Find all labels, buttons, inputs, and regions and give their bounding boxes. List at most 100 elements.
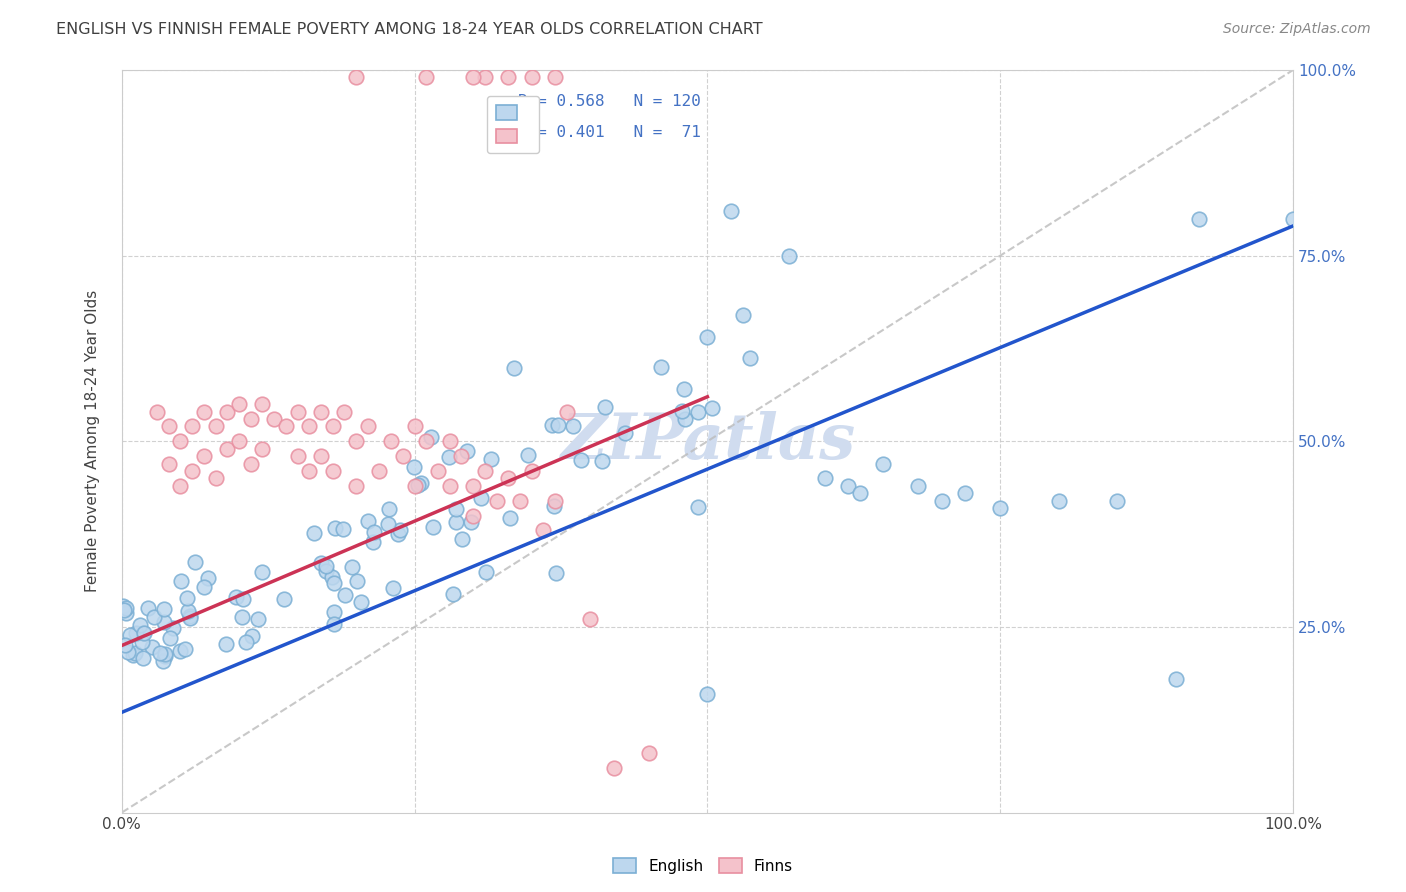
Point — [446, 515, 468, 529]
Point — [540, 417, 562, 432]
Point — [931, 493, 953, 508]
Point — [420, 429, 443, 443]
Point — [673, 412, 696, 426]
Point — [672, 382, 695, 396]
Point — [408, 478, 430, 492]
Point — [579, 613, 602, 627]
Point — [215, 637, 238, 651]
Point — [225, 591, 247, 605]
Point — [1282, 211, 1305, 226]
Point — [315, 558, 337, 573]
Point — [848, 486, 870, 500]
Point — [498, 70, 520, 85]
Text: Source: ZipAtlas.com: Source: ZipAtlas.com — [1223, 22, 1371, 37]
Point — [323, 605, 346, 619]
Point — [498, 471, 520, 485]
Point — [169, 644, 191, 658]
Point — [142, 610, 165, 624]
Point — [184, 555, 207, 569]
Point — [204, 471, 226, 485]
Point — [124, 646, 146, 660]
Point — [720, 204, 742, 219]
Point — [602, 761, 624, 775]
Point — [204, 419, 226, 434]
Point — [686, 405, 709, 419]
Point — [193, 449, 215, 463]
Point — [344, 434, 367, 449]
Point — [235, 634, 257, 648]
Point — [239, 412, 262, 426]
Point — [298, 464, 321, 478]
Point — [1164, 672, 1187, 686]
Point — [650, 359, 672, 374]
Point — [702, 401, 724, 415]
Text: ZIPatlas: ZIPatlas — [560, 410, 855, 472]
Point — [499, 510, 522, 524]
Point — [463, 479, 485, 493]
Point — [217, 442, 239, 456]
Point — [112, 599, 135, 614]
Point — [388, 523, 411, 537]
Text: ENGLISH VS FINNISH FEMALE POVERTY AMONG 18-24 YEAR OLDS CORRELATION CHART: ENGLISH VS FINNISH FEMALE POVERTY AMONG … — [56, 22, 763, 37]
Legend: , : , — [486, 96, 538, 153]
Point — [115, 600, 138, 615]
Point — [322, 464, 344, 478]
Point — [157, 457, 180, 471]
Point — [136, 600, 159, 615]
Point — [240, 629, 263, 643]
Point — [456, 444, 478, 458]
Point — [162, 622, 184, 636]
Point — [357, 514, 380, 528]
Point — [252, 442, 274, 456]
Point — [377, 516, 399, 531]
Point — [479, 452, 502, 467]
Point — [907, 479, 929, 493]
Point — [132, 651, 155, 665]
Point — [287, 449, 309, 463]
Point — [613, 425, 636, 440]
Point — [380, 434, 402, 449]
Point — [333, 404, 356, 418]
Point — [509, 493, 531, 508]
Point — [357, 419, 380, 434]
Point — [444, 501, 467, 516]
Point — [392, 449, 415, 463]
Point — [179, 611, 201, 625]
Point — [263, 412, 285, 426]
Point — [153, 648, 176, 663]
Point — [460, 515, 482, 529]
Point — [228, 434, 250, 449]
Point — [872, 457, 894, 471]
Point — [569, 453, 592, 467]
Point — [696, 687, 718, 701]
Point — [153, 602, 176, 616]
Point — [129, 617, 152, 632]
Point — [174, 642, 197, 657]
Point — [177, 604, 200, 618]
Point — [146, 404, 169, 418]
Point — [441, 587, 464, 601]
Point — [837, 479, 859, 493]
Point — [474, 464, 496, 478]
Point — [250, 565, 273, 579]
Point — [114, 638, 136, 652]
Point — [153, 647, 176, 661]
Point — [239, 457, 262, 471]
Point — [323, 617, 346, 632]
Point — [325, 520, 347, 534]
Point — [252, 397, 274, 411]
Point — [169, 479, 191, 493]
Point — [368, 464, 391, 478]
Point — [544, 70, 567, 85]
Point — [555, 404, 578, 418]
Point — [228, 397, 250, 411]
Point — [125, 626, 148, 640]
Point — [813, 471, 835, 485]
Point — [1047, 493, 1070, 508]
Point — [217, 404, 239, 418]
Point — [591, 453, 613, 467]
Point — [470, 491, 492, 506]
Point — [181, 464, 204, 478]
Point — [321, 570, 343, 584]
Point — [298, 419, 321, 434]
